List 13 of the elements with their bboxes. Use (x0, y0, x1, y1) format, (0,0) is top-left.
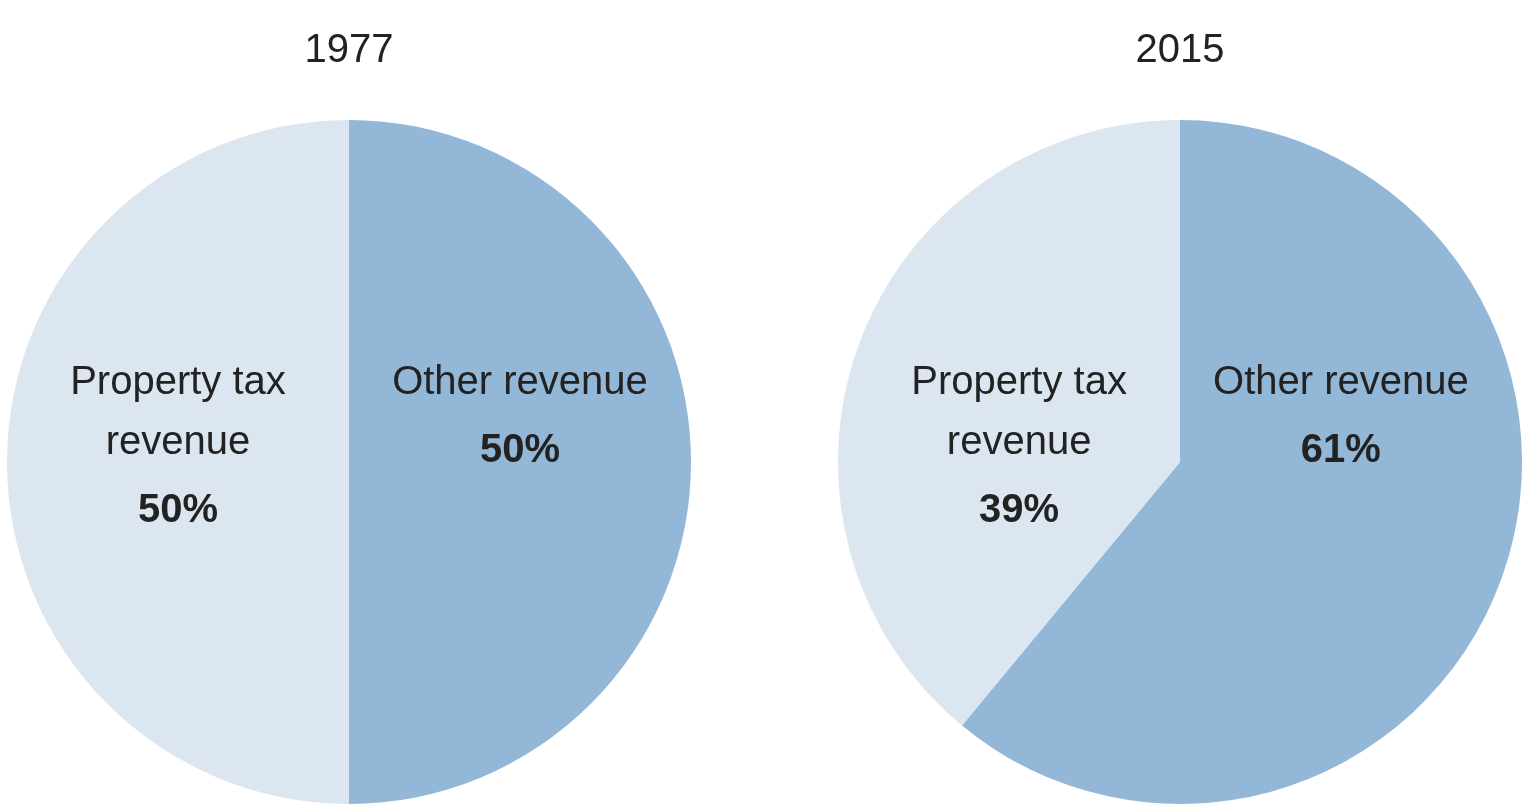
pie-slice (7, 120, 349, 804)
slice-label: Other revenue (392, 358, 648, 402)
slice-label: Property tax revenue (911, 358, 1127, 462)
slice-label: Property tax revenue (70, 358, 286, 462)
pie-slice (838, 120, 1180, 726)
chart-title: 2015 (1135, 26, 1225, 70)
chart-title: 1977 (304, 26, 394, 70)
data-label: 61% (1300, 426, 1381, 470)
data-label: 39% (979, 486, 1060, 530)
pie-slice (349, 120, 691, 804)
data-label: 50% (137, 486, 219, 530)
slice-label: Other revenue (1213, 358, 1469, 402)
data-label: 50% (479, 426, 561, 470)
